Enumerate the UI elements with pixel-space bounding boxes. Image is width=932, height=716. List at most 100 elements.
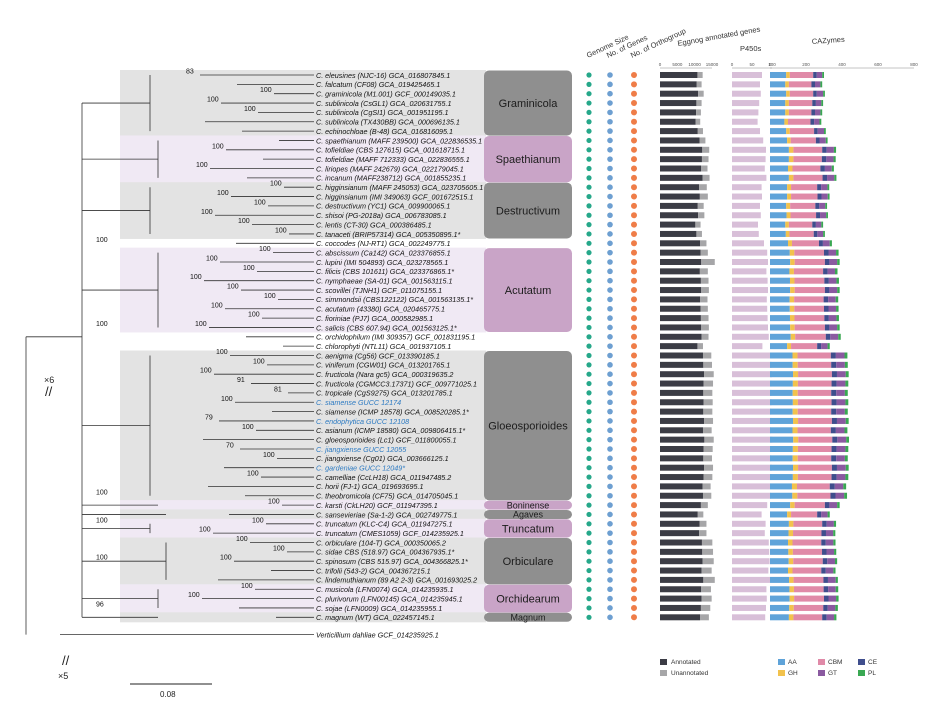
cazyme-segment-gh <box>790 259 795 265</box>
genome-size-dot <box>586 483 592 489</box>
cazyme-segment-ce <box>817 184 822 191</box>
eggnog-unannotated-bar <box>703 380 714 387</box>
cazyme-segment-ce <box>831 399 837 406</box>
cazyme-segment-ce <box>821 156 827 163</box>
eggnog-annotated-bar <box>660 548 703 555</box>
genes-dot <box>607 352 613 359</box>
support-value: 100 <box>221 396 233 403</box>
p450-bar <box>732 324 768 331</box>
p450-bar <box>732 259 768 265</box>
eggnog-annotated-bar <box>660 212 699 219</box>
cazyme-segment-cbm <box>792 567 822 574</box>
clade-band <box>120 350 486 501</box>
cazyme-segment-cbm <box>798 371 832 378</box>
cazyme-segment-gh <box>792 474 798 481</box>
cazyme-segment-aa <box>770 558 789 565</box>
genes-dot <box>607 175 613 181</box>
p450-bar <box>732 520 766 527</box>
genes-dot <box>607 380 613 387</box>
cazyme-segment-ce <box>822 548 827 555</box>
cazyme-segment-pl <box>836 277 839 284</box>
p450-bar <box>732 165 765 172</box>
cazyme-segment-gt <box>834 483 844 490</box>
eggnog-annotated-bar <box>660 249 701 256</box>
cazyme-segment-gt <box>815 109 821 116</box>
legend-label-cbm: CBM <box>828 659 842 666</box>
p450-bar <box>732 567 769 574</box>
support-value: 100 <box>196 162 208 169</box>
cazyme-segment-aa <box>770 614 789 621</box>
cazyme-segment-pl <box>826 212 828 219</box>
taxon-label: C. gardeniae GUCC 12049* <box>316 464 405 473</box>
cazyme-segment-gh <box>787 343 792 350</box>
p450-bar <box>732 72 762 78</box>
clade-box <box>484 584 572 613</box>
p450-bar <box>732 371 772 378</box>
cazyme-segment-gh <box>788 567 793 574</box>
support-value: 100 <box>206 256 218 263</box>
cazyme-segment-gh <box>787 511 792 518</box>
genome-size-dot <box>586 175 592 181</box>
cazyme-segment-gh <box>788 530 794 537</box>
cazyme-segment-gt <box>817 128 824 135</box>
cazyme-segment-aa <box>770 81 786 88</box>
orthogroup-dot <box>631 548 637 555</box>
cazyme-segment-pl <box>834 548 837 555</box>
p450-bar <box>732 184 762 191</box>
header-cazymes: CAZymes <box>812 35 846 46</box>
legend: Annotated Unannotated AA CBM CE GH GT PL <box>660 659 878 677</box>
cazyme-segment-gh <box>791 483 797 490</box>
cazyme-segment-cbm <box>794 287 825 294</box>
cazyme-segment-aa <box>770 502 791 509</box>
cazyme-segment-gh <box>788 174 794 181</box>
cazyme-segment-pl <box>827 343 830 350</box>
cazyme-segment-cbm <box>792 539 822 546</box>
cazyme-segment-aa <box>770 184 788 191</box>
genes-dot <box>607 118 613 125</box>
cazyme-segment-cbm <box>788 109 812 116</box>
legend-label-ce: CE <box>868 659 878 666</box>
cazyme-segment-aa <box>770 230 786 237</box>
taxon-label: C. orchidophilum (IMI 309357) GCF_001831… <box>316 333 475 342</box>
eggnog-annotated-bar <box>660 483 703 490</box>
orthogroup-dot <box>631 539 637 546</box>
p450-bar <box>732 146 766 153</box>
cazyme-segment-aa <box>770 146 789 153</box>
p450-bar <box>732 343 763 350</box>
cazyme-segment-ce <box>823 586 829 593</box>
eggnog-annotated-bar <box>660 417 705 424</box>
genes-dot <box>607 586 613 593</box>
eggnog-annotated-bar <box>660 474 704 481</box>
cazyme-segment-pl <box>837 502 840 509</box>
cazyme-segment-gt <box>821 343 828 350</box>
legend-swatch-cbm <box>818 659 825 665</box>
cazyme-segment-cbm <box>791 343 818 350</box>
cazyme-segment-ce <box>824 277 829 284</box>
cazyme-segment-gh <box>787 193 792 200</box>
backbone-support: 100 <box>96 555 108 562</box>
clade-box <box>484 519 572 538</box>
genome-size-dot <box>586 343 592 349</box>
cazyme-segment-cbm <box>791 193 818 200</box>
eggnog-unannotated-bar <box>696 230 702 237</box>
caz-tick-label: 200 <box>802 62 810 67</box>
cazyme-segment-cbm <box>793 576 824 583</box>
taxon-label: C. sublinicola (CsGL1) GCA_020631755.1 <box>316 99 451 108</box>
orthogroup-dot <box>631 446 637 452</box>
cazyme-segment-cbm <box>788 81 812 88</box>
cazyme-segment-pl <box>833 567 836 574</box>
cazyme-segment-gt <box>836 408 845 415</box>
cazyme-segment-cbm <box>794 277 825 284</box>
eggnog-annotated-bar <box>660 380 704 387</box>
clade-box <box>484 612 572 622</box>
support-value: 100 <box>243 265 255 272</box>
cazyme-segment-ce <box>813 90 817 97</box>
eggnog-unannotated-bar <box>704 371 714 378</box>
break-mark-top: // <box>45 384 53 399</box>
caz-tick-label: 600 <box>874 62 882 67</box>
eggnog-annotated-bar <box>660 343 698 350</box>
break-label-bottom: ×5 <box>58 671 68 681</box>
cazyme-segment-cbm <box>790 202 816 209</box>
cazyme-segment-gt <box>836 464 846 471</box>
cazyme-segment-cbm <box>797 399 832 406</box>
